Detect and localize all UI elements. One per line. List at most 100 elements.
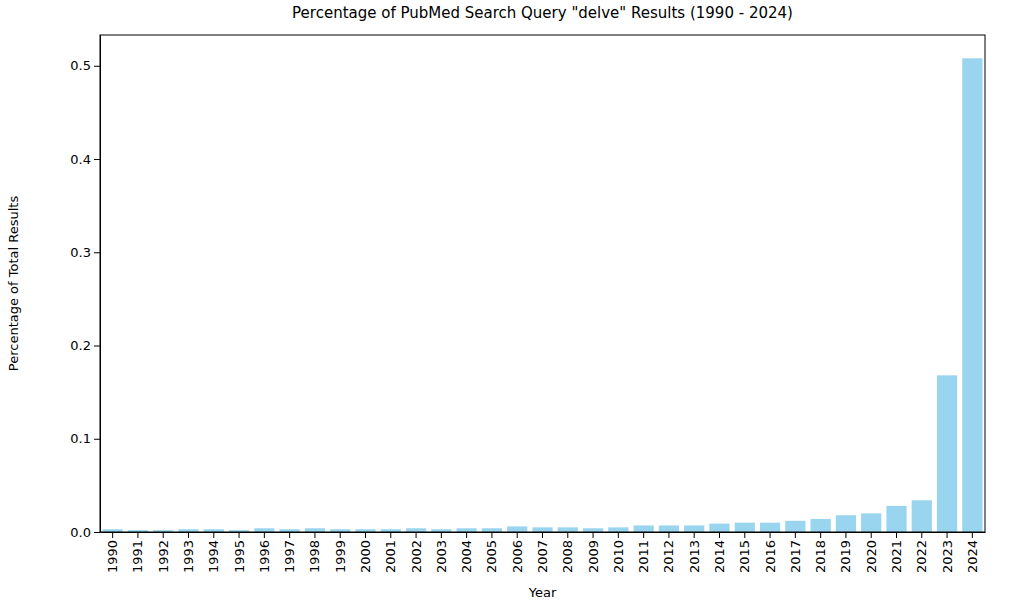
x-tick-mark [188, 532, 189, 538]
y-tick-mark [94, 66, 100, 67]
x-tick-mark [416, 532, 417, 538]
chart: 1990199119921993199419951996199719981999… [0, 0, 1024, 605]
x-tick-label: 1999 [333, 540, 348, 573]
x-tick-mark [163, 532, 164, 538]
bar [634, 525, 654, 532]
bar [709, 524, 729, 532]
x-tick-label: 2009 [586, 540, 601, 573]
x-tick-mark [972, 532, 973, 538]
x-tick-label: 1997 [282, 540, 297, 573]
x-tick: 2016 [763, 532, 778, 573]
bar [785, 521, 805, 532]
bar [659, 525, 679, 532]
bar [305, 528, 325, 532]
x-tick: 2020 [864, 532, 879, 573]
y-tick: 0.3 [70, 245, 100, 260]
x-tick-mark [112, 532, 113, 538]
y-tick: 0.1 [70, 431, 100, 446]
x-tick-label: 2011 [636, 540, 651, 573]
x-tick-label: 1994 [206, 540, 221, 573]
y-tick-mark [94, 252, 100, 253]
x-axis: 1990199119921993199419951996199719981999… [101, 532, 986, 573]
x-tick-mark [770, 532, 771, 538]
x-tick-mark [618, 532, 619, 538]
x-tick: 1996 [257, 532, 272, 573]
x-tick: 2003 [434, 532, 449, 573]
x-tick: 2010 [611, 532, 626, 573]
x-tick-mark [390, 532, 391, 538]
bar [937, 375, 957, 532]
bar [507, 526, 527, 532]
x-tick-label: 2016 [763, 540, 778, 573]
y-tick-label: 0.5 [70, 58, 91, 73]
bar [836, 515, 856, 532]
x-tick-label: 2005 [484, 540, 499, 573]
y-tick-label: 0.0 [70, 525, 91, 540]
x-tick-mark [213, 532, 214, 538]
y-tick-mark [94, 346, 100, 347]
x-tick-mark [643, 532, 644, 538]
x-tick: 2004 [459, 532, 474, 573]
bar [583, 528, 603, 532]
y-tick-mark [94, 159, 100, 160]
x-tick: 2002 [409, 532, 424, 573]
bar [608, 527, 628, 532]
x-tick-mark [365, 532, 366, 538]
bar [684, 525, 704, 532]
x-tick: 2023 [940, 532, 955, 573]
x-tick-label: 2015 [737, 540, 752, 573]
y-tick-mark [94, 532, 100, 533]
x-tick-label: 2001 [383, 540, 398, 573]
x-tick-mark [668, 532, 669, 538]
x-tick: 1994 [206, 532, 221, 573]
bar [482, 528, 502, 532]
x-tick-label: 2013 [687, 540, 702, 573]
x-tick-label: 2024 [965, 540, 980, 573]
x-tick-mark [137, 532, 138, 538]
bar [558, 527, 578, 532]
x-tick: 2007 [535, 532, 550, 573]
x-tick: 1997 [282, 532, 297, 573]
x-tick: 2001 [383, 532, 398, 573]
x-tick-mark [340, 532, 341, 538]
x-tick-label: 2008 [560, 540, 575, 573]
x-tick: 2022 [914, 532, 929, 573]
y-tick: 0.2 [70, 338, 100, 353]
title: Percentage of PubMed Search Query "delve… [292, 4, 793, 22]
x-tick-mark [542, 532, 543, 538]
x-tick-label: 2002 [409, 540, 424, 573]
bar [532, 527, 552, 532]
x-tick-mark [820, 532, 821, 538]
x-tick-mark [441, 532, 442, 538]
x-tick-mark [567, 532, 568, 538]
y-tick-label: 0.1 [70, 431, 91, 446]
x-tick-mark [517, 532, 518, 538]
bar [962, 58, 982, 532]
x-tick-label: 2003 [434, 540, 449, 573]
x-tick: 1992 [156, 532, 171, 573]
x-tick-mark [795, 532, 796, 538]
x-tick: 2024 [965, 532, 980, 573]
y-tick-label: 0.2 [70, 338, 91, 353]
bar [912, 500, 932, 532]
x-tick-label: 2020 [864, 540, 879, 573]
y-tick-label: 0.3 [70, 245, 91, 260]
y-axis: 0.0 0.1 0.2 0.3 0.4 0.5 [70, 36, 100, 540]
x-tick-label: 2006 [510, 540, 525, 573]
x-tick: 2021 [889, 532, 904, 573]
x-tick-label: 2022 [914, 540, 929, 573]
y-tick: 0.5 [70, 58, 100, 73]
x-tick-label: 2000 [358, 540, 373, 573]
x-tick: 2015 [737, 532, 752, 573]
x-tick: 2011 [636, 532, 651, 573]
x-tick-mark [466, 532, 467, 538]
bars [103, 58, 983, 532]
x-tick-mark [921, 532, 922, 538]
bar [760, 523, 780, 532]
x-tick: 2018 [813, 532, 828, 573]
x-tick-label: 1996 [257, 540, 272, 573]
bar [406, 528, 426, 532]
x-tick-mark [871, 532, 872, 538]
y-tick: 0.4 [70, 152, 100, 167]
x-tick-mark [719, 532, 720, 538]
